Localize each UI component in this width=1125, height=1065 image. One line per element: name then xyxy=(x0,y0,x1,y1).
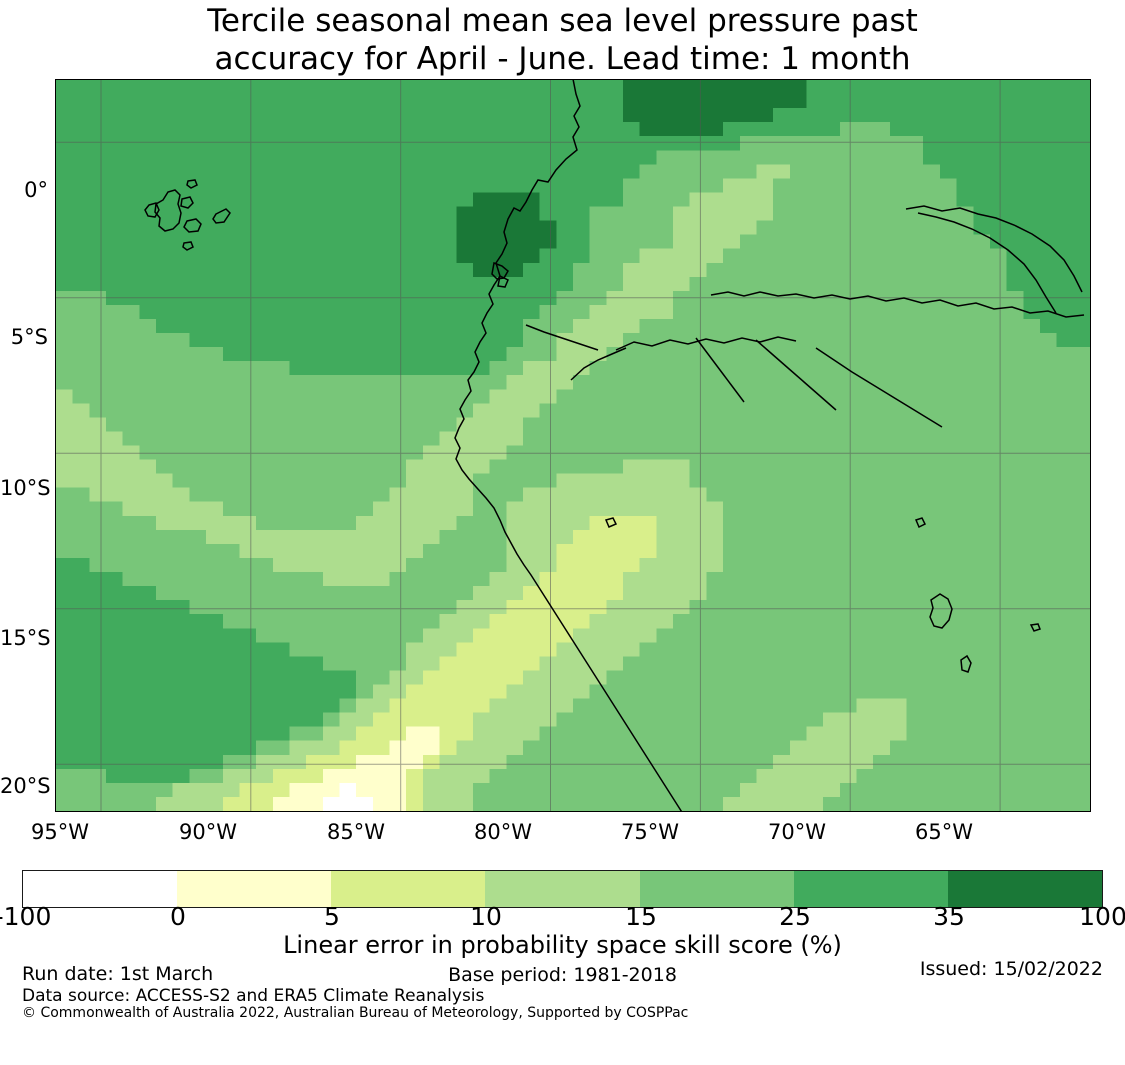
river-amazon-branch-north xyxy=(905,205,1083,293)
chart-title: Tercile seasonal mean sea level pressure… xyxy=(0,0,1125,78)
galapagos-isabela xyxy=(154,189,182,232)
x-tick-90w: 90°W xyxy=(179,820,237,844)
river-ucayali xyxy=(570,347,627,381)
galapagos-santa-cruz xyxy=(183,218,202,233)
galapagos-san-cristobal xyxy=(212,208,231,224)
river-maranon xyxy=(615,336,797,351)
colorbar-segment-2 xyxy=(331,871,486,907)
colorbar-tick-25: 25 xyxy=(779,902,811,931)
run-date-label: Run date: 1st March xyxy=(22,963,214,985)
x-tick-95w: 95°W xyxy=(31,820,89,844)
colorbar-tick-10: 10 xyxy=(470,902,502,931)
colorbar-segment-4 xyxy=(639,871,794,907)
map-gridlines xyxy=(56,80,1090,811)
colorbar-segment-3 xyxy=(485,871,640,907)
y-tick-15s: 15°S xyxy=(0,626,51,650)
colorbar[interactable] xyxy=(22,870,1103,908)
galapagos-pinta xyxy=(186,179,198,189)
chart-title-line2: accuracy for April - June. Lead time: 1 … xyxy=(214,41,911,77)
galapagos-fernandina xyxy=(144,202,160,218)
lake-poopo xyxy=(960,654,972,673)
x-tick-85w: 85°W xyxy=(327,820,385,844)
map-canvas xyxy=(56,80,1090,811)
colorbar-segment-0 xyxy=(23,871,178,907)
lake-titicaca xyxy=(929,593,953,629)
coastline-layer xyxy=(144,80,1090,811)
island-small-east xyxy=(1029,623,1041,632)
x-tick-65w: 65°W xyxy=(915,820,973,844)
galapagos-santiago xyxy=(180,196,194,209)
colorbar-tick-35: 35 xyxy=(933,902,965,931)
map-plot-area[interactable] xyxy=(55,79,1091,812)
coastline-south-america xyxy=(454,80,683,811)
y-tick-5s: 5°S xyxy=(10,325,48,349)
colorbar-segment-6 xyxy=(947,871,1102,907)
y-tick-0: 0° xyxy=(24,178,48,202)
river-amazon-main xyxy=(710,291,1085,318)
coastline-guayaquil-inlet xyxy=(497,274,509,288)
x-tick-80w: 80°W xyxy=(474,820,532,844)
chart-title-line1: Tercile seasonal mean sea level pressure… xyxy=(207,3,918,39)
river-napo xyxy=(525,324,599,351)
colorbar-tick-15: 15 xyxy=(625,902,657,931)
river-juruaa xyxy=(695,337,745,403)
island-small-ne xyxy=(914,517,927,529)
colorbar-title: Linear error in probability space skill … xyxy=(283,931,842,959)
copyright-label: © Commonwealth of Australia 2022, Austra… xyxy=(22,1005,689,1021)
galapagos-espanola xyxy=(182,241,194,251)
y-tick-10s: 10°S xyxy=(0,476,51,500)
x-tick-75w: 75°W xyxy=(621,820,679,844)
x-tick-70w: 70°W xyxy=(768,820,826,844)
river-amazon-branch-north2 xyxy=(917,212,1057,314)
heatmap-cells xyxy=(56,80,1090,811)
river-madeira xyxy=(815,347,943,428)
colorbar-segment-5 xyxy=(793,871,948,907)
data-source-label: Data source: ACCESS-S2 and ERA5 Climate … xyxy=(22,986,485,1006)
colorbar-tick-0: 0 xyxy=(170,902,186,931)
colorbar-tick-100: 100 xyxy=(1079,902,1125,931)
base-period-label: Base period: 1981-2018 xyxy=(448,964,677,986)
issued-label: Issued: 15/02/2022 xyxy=(919,958,1103,980)
island-small-n xyxy=(604,517,618,528)
colorbar-segment-1 xyxy=(177,871,332,907)
y-tick-20s: 20°S xyxy=(0,774,51,798)
colorbar-tick--100: -100 xyxy=(0,902,52,931)
colorbar-tick-5: 5 xyxy=(324,902,340,931)
river-purus xyxy=(755,339,837,411)
